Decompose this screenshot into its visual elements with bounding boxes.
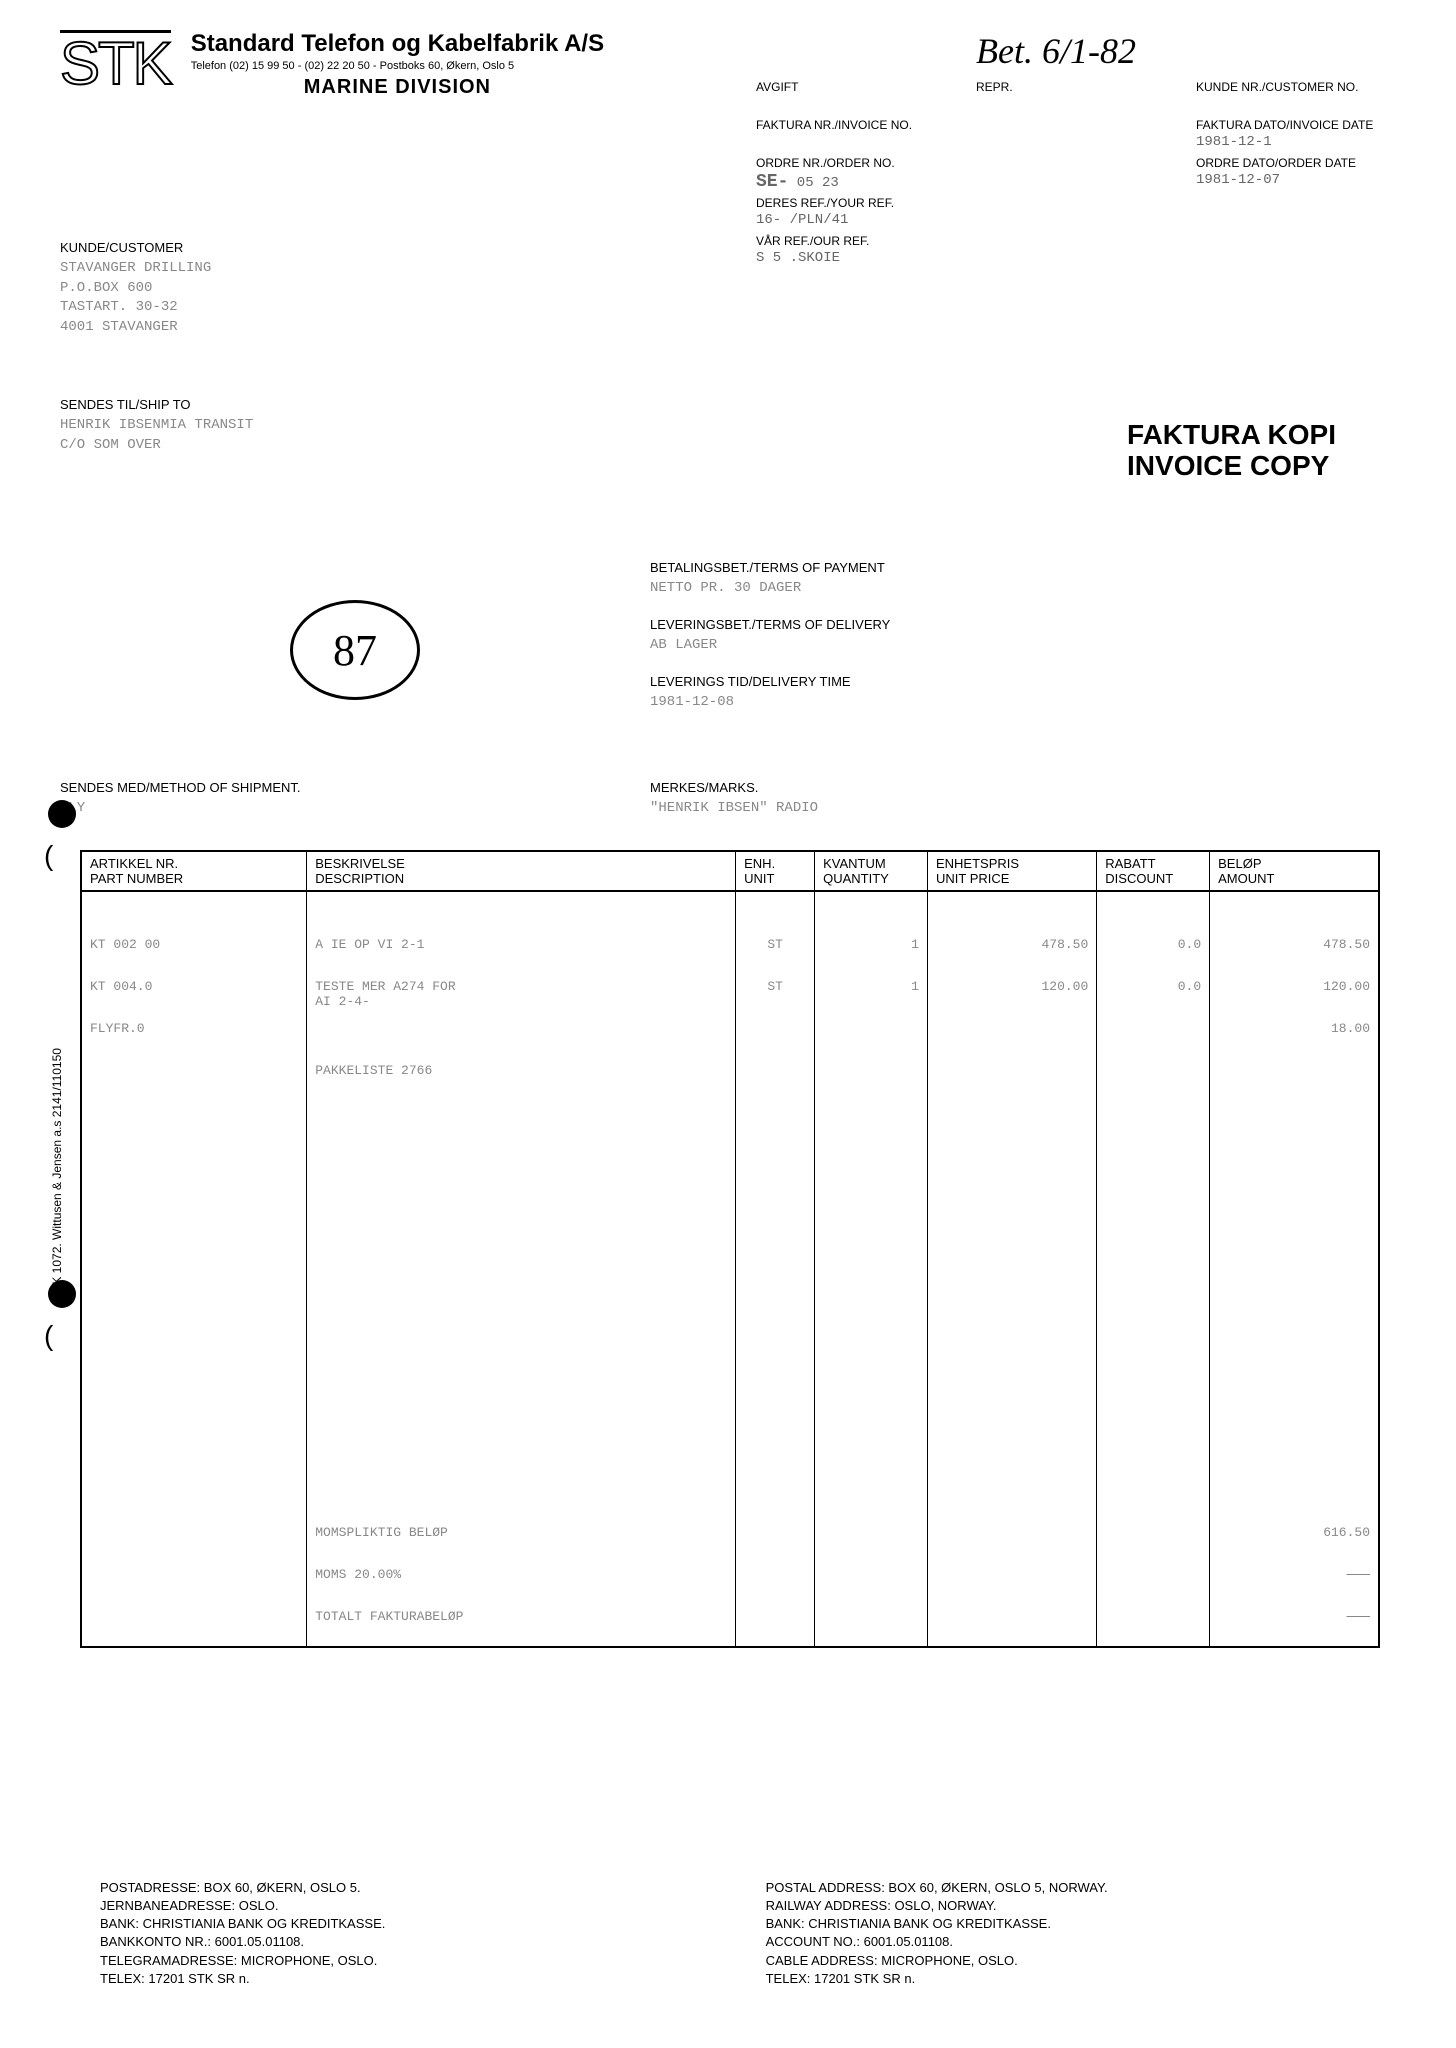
th-amt1: BELØP [1210, 851, 1379, 871]
left-column: KUNDE/CUSTOMER STAVANGER DRILLING P.O.BO… [60, 240, 560, 496]
marks-section: MERKES/MARKS. "HENRIK IBSEN" RADIO [650, 780, 1190, 819]
customer-no-value [1196, 96, 1396, 114]
shipment-section: SENDES MED/METHOD OF SHIPMENT. FLY [60, 780, 560, 819]
paren-mark: ( [44, 1320, 53, 1352]
your-ref-value: 16- /PLN/41 [756, 212, 1396, 230]
footer-left: POSTADRESSE: BOX 60, ØKERN, OSLO 5. JERN… [100, 1879, 714, 1988]
th-disc2: DISCOUNT [1097, 871, 1210, 891]
delivery-terms-label: LEVERINGSBET./TERMS OF DELIVERY [650, 617, 1190, 632]
total-row: TOTALT FAKTURABELØP——— [81, 1605, 1379, 1647]
total-row: MOMSPLIKTIG BELØP616.50 [81, 1521, 1379, 1563]
customer-label: KUNDE/CUSTOMER [60, 240, 560, 255]
table-row: PAKKELISTE 2766 [81, 1059, 1379, 1101]
avgift-label: AVGIFT [756, 80, 956, 94]
our-ref-label: VÅR REF./OUR REF. [756, 234, 1396, 248]
right-mid-column: BETALINGSBET./TERMS OF PAYMENT NETTO PR.… [650, 560, 1190, 731]
th-part1: ARTIKKEL NR. [81, 851, 307, 871]
table-row: KT 002 00 A IE OP VI 2-1ST1478.500.0478.… [81, 933, 1379, 975]
total-row: MOMS 20.00%——— [81, 1563, 1379, 1605]
shipto-value: HENRIK IBSENMIA TRANSIT C/O SOM OVER [60, 416, 560, 476]
delivery-terms-value: AB LAGER [650, 636, 1190, 656]
stk-logo: STK [60, 30, 171, 91]
company-block: Standard Telefon og Kabelfabrik A/S Tele… [191, 30, 604, 99]
th-part2: PART NUMBER [81, 871, 307, 891]
th-unit1: ENH. [736, 851, 815, 871]
paren-mark: ( [44, 840, 53, 872]
repr-value [976, 96, 1176, 114]
delivery-time-value: 1981-12-08 [650, 693, 1190, 713]
invoice-copy-l2: INVOICE COPY [1127, 451, 1336, 482]
avgift-value [756, 96, 956, 114]
invoice-date-label: FAKTURA DATO/INVOICE DATE [1196, 118, 1396, 132]
company-name: Standard Telefon og Kabelfabrik A/S [191, 30, 604, 58]
th-desc1: BESKRIVELSE [307, 851, 736, 871]
th-price1: ENHETSPRIS [927, 851, 1096, 871]
th-qty2: QUANTITY [815, 871, 928, 891]
company-contact: Telefon (02) 15 99 50 - (02) 22 20 50 - … [191, 60, 604, 72]
th-disc1: RABATT [1097, 851, 1210, 871]
footer: POSTADRESSE: BOX 60, ØKERN, OSLO 5. JERN… [100, 1879, 1380, 1988]
punch-hole-icon [48, 800, 76, 828]
th-amt2: AMOUNT [1210, 871, 1379, 891]
your-ref-label: DERES REF./YOUR REF. [756, 196, 1396, 210]
customer-value: STAVANGER DRILLING P.O.BOX 600 TASTART. … [60, 259, 560, 337]
table-row: FLYFR.018.00 [81, 1017, 1379, 1059]
order-no-label: ORDRE NR./ORDER NO. [756, 156, 1176, 170]
order-date-value: 1981-12-07 [1196, 172, 1396, 190]
marks-value: "HENRIK IBSEN" RADIO [650, 799, 1190, 819]
shipto-section: SENDES TIL/SHIP TO HENRIK IBSENMIA TRANS… [60, 397, 560, 476]
customer-no-label: KUNDE NR./CUSTOMER NO. [1196, 80, 1396, 94]
form-id-vertical: STK 1072. Wittusen & Jensen a.s 2141/110… [50, 1048, 64, 1300]
payment-value: NETTO PR. 30 DAGER [650, 579, 1190, 599]
footer-right: POSTAL ADDRESS: BOX 60, ØKERN, OSLO 5, N… [766, 1879, 1380, 1988]
customer-section: KUNDE/CUSTOMER STAVANGER DRILLING P.O.BO… [60, 240, 560, 337]
order-no-value: SE- 05 23 [756, 172, 1176, 192]
invoice-date-value: 1981-12-1 [1196, 134, 1396, 152]
invoice-copy-l1: FAKTURA KOPI [1127, 420, 1336, 451]
repr-label: REPR. [976, 80, 1176, 94]
th-desc2: DESCRIPTION [307, 871, 736, 891]
shipment-label: SENDES MED/METHOD OF SHIPMENT. [60, 780, 560, 795]
handwritten-note: Bet. 6/1-82 [976, 30, 1136, 72]
invoice-copy-title: FAKTURA KOPI INVOICE COPY [1127, 420, 1336, 482]
payment-label: BETALINGSBET./TERMS OF PAYMENT [650, 560, 1190, 575]
th-qty1: KVANTUM [815, 851, 928, 871]
table-row: KT 004.0 TESTE MER A274 FOR AI 2-4-ST112… [81, 975, 1379, 1017]
th-price2: UNIT PRICE [927, 871, 1096, 891]
delivery-time-label: LEVERINGS TID/DELIVERY TIME [650, 674, 1190, 689]
order-date-label: ORDRE DATO/ORDER DATE [1196, 156, 1396, 170]
circled-number: 87 [290, 600, 420, 700]
invoice-no-label: FAKTURA NR./INVOICE NO. [756, 118, 1176, 132]
our-ref-value: S 5 .SKOIE [756, 250, 1396, 268]
invoice-no-value [756, 134, 1176, 152]
th-unit2: UNIT [736, 871, 815, 891]
division: MARINE DIVISION [191, 76, 604, 99]
marks-label: MERKES/MARKS. [650, 780, 1190, 795]
shipment-value: FLY [60, 799, 560, 819]
shipto-label: SENDES TIL/SHIP TO [60, 397, 560, 412]
items-table: ARTIKKEL NR. BESKRIVELSE ENH. KVANTUM EN… [80, 850, 1380, 1648]
meta-grid: AVGIFT REPR. KUNDE NR./CUSTOMER NO. FAKT… [756, 80, 1396, 268]
